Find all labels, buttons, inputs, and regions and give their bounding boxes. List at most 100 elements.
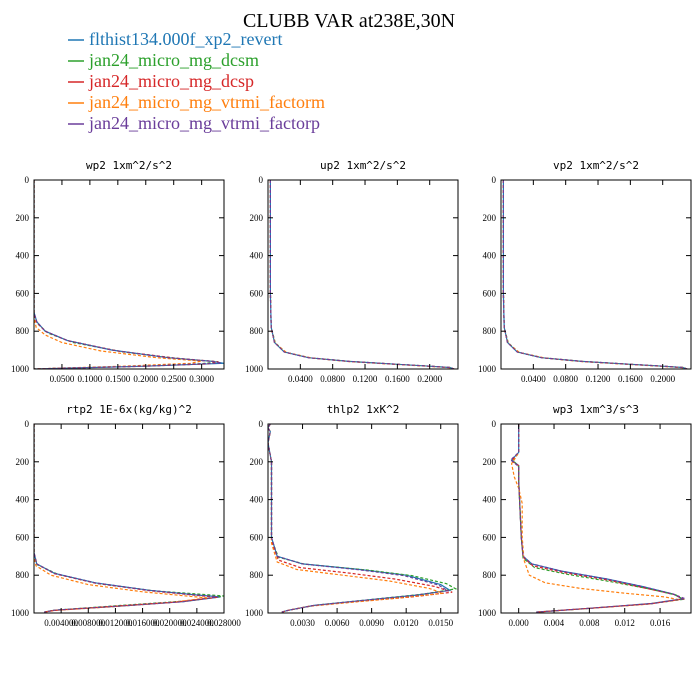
legend-label: jan24_micro_mg_vtrmi_factorp (88, 113, 320, 133)
panel-title: wp2 1xm^2/s^2 (86, 159, 172, 172)
y-tick-label: 600 (16, 288, 30, 298)
series-line-4 (268, 424, 444, 613)
y-tick-label: 200 (483, 213, 497, 223)
x-tick-label: 0.0400 (288, 374, 313, 384)
y-tick-label: 0 (259, 175, 264, 185)
x-tick-label: 0.1600 (618, 374, 643, 384)
panel-title: thlp2 1xK^2 (327, 403, 400, 416)
series-line-4 (269, 180, 455, 369)
panels-grid: wp2 1xm^2/s^2 0 200 400 600 800 1000 0.0500 0.10… (11, 159, 692, 628)
legend-label: jan24_micro_mg_vtrmi_factorm (88, 92, 325, 112)
y-tick-label: 600 (483, 532, 497, 542)
series-line-5 (34, 180, 222, 369)
x-tick-label: 0.016000 (126, 618, 160, 628)
panel-1: wp2 1xm^2/s^2 0 200 400 600 800 1000 0.0500 0.10… (11, 159, 225, 384)
series-line-5 (268, 424, 450, 613)
series-line-2 (34, 180, 219, 369)
x-tick-label: 0.020000 (153, 618, 187, 628)
x-tick-label: 0.2500 (161, 374, 186, 384)
x-tick-label: 0.3000 (189, 374, 214, 384)
series-line-2 (269, 180, 455, 369)
series-line-1 (510, 424, 685, 613)
x-tick-label: 0.008 (579, 618, 600, 628)
panel-5: thlp2 1xK^2 0 200 400 600 800 1000 0.0030 0.0060… (245, 403, 459, 628)
y-tick-label: 200 (483, 457, 497, 467)
legend-entry: jan24_micro_mg_dcsm (68, 50, 259, 70)
y-tick-label: 800 (250, 326, 264, 336)
y-tick-label: 400 (16, 495, 30, 505)
y-tick-label: 1000 (478, 608, 497, 618)
x-tick-label: 0.1600 (385, 374, 410, 384)
series-line-4 (502, 180, 688, 369)
panel-6: wp3 1xm^3/s^3 0 200 400 600 800 1000 0.000 0.004… (478, 403, 692, 628)
y-tick-label: 400 (483, 495, 497, 505)
y-tick-label: 800 (483, 326, 497, 336)
series-line-2 (502, 180, 688, 369)
y-tick-label: 1000 (245, 364, 264, 374)
series-line-1 (34, 180, 224, 369)
x-tick-label: 0.0400 (521, 374, 546, 384)
y-tick-label: 600 (250, 532, 264, 542)
x-tick-label: 0.1200 (586, 374, 611, 384)
y-tick-label: 400 (16, 251, 30, 261)
y-tick-label: 1000 (478, 364, 497, 374)
x-tick-label: 0.028000 (207, 618, 241, 628)
legend-entry: flthist134.000f_xp2_revert (68, 29, 282, 49)
series-line-5 (269, 180, 455, 369)
y-tick-label: 400 (250, 495, 264, 505)
series-line-1 (502, 180, 688, 369)
series-line-4 (34, 180, 202, 369)
y-tick-label: 800 (483, 570, 497, 580)
x-tick-label: 0.1000 (78, 374, 103, 384)
series-line-5 (502, 180, 688, 369)
plot-frame (500, 423, 692, 614)
y-tick-label: 0 (492, 175, 497, 185)
x-tick-label: 0.0500 (50, 374, 75, 384)
series-line-2 (34, 424, 224, 613)
legend-entry: jan24_micro_mg_dcsp (68, 71, 254, 91)
y-tick-label: 200 (250, 457, 264, 467)
plot-frame (500, 179, 692, 370)
series-line-4 (510, 424, 680, 613)
figure-title: CLUBB VAR at238E,30N (243, 10, 455, 32)
x-tick-label: 0.0800 (553, 374, 578, 384)
series-line-2 (268, 424, 458, 613)
plot-frame (33, 423, 225, 614)
y-tick-label: 0 (25, 419, 30, 429)
x-tick-label: 0.2000 (650, 374, 675, 384)
x-tick-label: 0.008000 (71, 618, 105, 628)
y-tick-label: 800 (250, 570, 264, 580)
x-tick-label: 0.004000 (44, 618, 78, 628)
legend-label: flthist134.000f_xp2_revert (89, 29, 282, 49)
panel-4: rtp2 1E-6x(kg/kg)^2 0 200 400 600 800 1000 0.00… (11, 403, 241, 628)
y-tick-label: 600 (250, 288, 264, 298)
x-tick-label: 0.012 (615, 618, 635, 628)
panel-title: up2 1xm^2/s^2 (320, 159, 406, 172)
x-tick-label: 0.1200 (353, 374, 378, 384)
panel-title: rtp2 1E-6x(kg/kg)^2 (66, 403, 192, 416)
y-tick-label: 0 (492, 419, 497, 429)
series-line-3 (502, 180, 688, 369)
y-tick-label: 0 (259, 419, 264, 429)
x-tick-label: 0.016 (650, 618, 671, 628)
y-tick-label: 400 (250, 251, 264, 261)
x-tick-label: 0.012000 (99, 618, 133, 628)
x-tick-label: 0.000 (509, 618, 530, 628)
y-tick-label: 200 (16, 457, 30, 467)
legend-label: jan24_micro_mg_dcsp (88, 71, 254, 91)
plot-frame (33, 179, 225, 370)
series-line-4 (34, 424, 208, 613)
x-tick-label: 0.004 (544, 618, 565, 628)
y-tick-label: 800 (16, 326, 30, 336)
plot-frame (267, 423, 459, 614)
y-tick-label: 200 (16, 213, 30, 223)
series-line-3 (34, 424, 218, 613)
x-tick-label: 0.1500 (105, 374, 130, 384)
series-line-5 (509, 424, 688, 613)
y-tick-label: 600 (483, 288, 497, 298)
y-tick-label: 0 (25, 175, 30, 185)
y-tick-label: 1000 (11, 364, 30, 374)
y-tick-label: 400 (483, 251, 497, 261)
series-line-3 (268, 424, 453, 613)
